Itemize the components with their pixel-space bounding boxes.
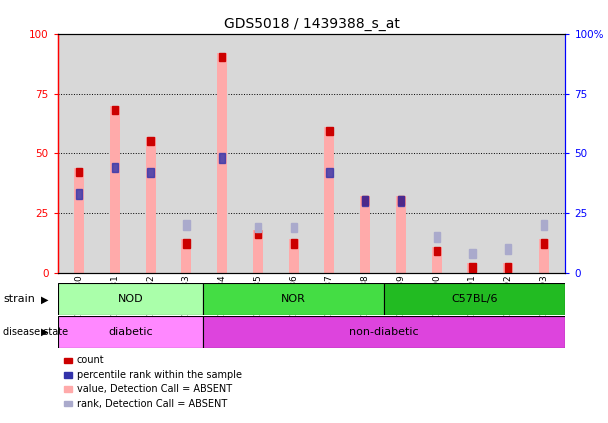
Bar bbox=[468, 263, 477, 273]
Bar bbox=[203, 283, 384, 315]
Bar bbox=[384, 283, 565, 315]
Text: percentile rank within the sample: percentile rank within the sample bbox=[77, 370, 241, 380]
Bar bbox=[362, 196, 368, 206]
Bar bbox=[58, 316, 203, 348]
Bar bbox=[76, 189, 83, 199]
Bar bbox=[434, 247, 440, 255]
Bar bbox=[325, 127, 334, 273]
Bar bbox=[181, 239, 192, 273]
Bar bbox=[396, 196, 406, 273]
Bar bbox=[469, 263, 475, 272]
Bar bbox=[74, 168, 85, 273]
Bar bbox=[203, 316, 565, 348]
Bar bbox=[110, 106, 120, 273]
Text: ▶: ▶ bbox=[41, 327, 49, 337]
Bar bbox=[58, 283, 203, 315]
Text: NOD: NOD bbox=[117, 294, 143, 304]
Bar bbox=[503, 263, 513, 273]
Text: count: count bbox=[77, 355, 104, 365]
Bar bbox=[291, 239, 297, 248]
Bar bbox=[291, 222, 297, 232]
Bar bbox=[146, 137, 156, 273]
Bar bbox=[255, 222, 261, 232]
Bar bbox=[183, 239, 190, 248]
Bar bbox=[541, 239, 547, 248]
Bar bbox=[398, 196, 404, 206]
Bar bbox=[219, 53, 226, 61]
Text: diabetic: diabetic bbox=[108, 327, 153, 337]
Text: strain: strain bbox=[3, 294, 35, 305]
Bar bbox=[505, 263, 511, 272]
Text: ▶: ▶ bbox=[41, 294, 49, 305]
Bar bbox=[219, 154, 226, 163]
Text: disease state: disease state bbox=[3, 327, 68, 337]
Title: GDS5018 / 1439388_s_at: GDS5018 / 1439388_s_at bbox=[224, 17, 399, 31]
Bar bbox=[362, 196, 368, 205]
Text: C57BL/6: C57BL/6 bbox=[452, 294, 498, 304]
Bar bbox=[76, 168, 83, 176]
Bar bbox=[255, 230, 261, 238]
Bar bbox=[148, 137, 154, 145]
Bar bbox=[183, 220, 190, 230]
Bar bbox=[469, 249, 475, 258]
Bar bbox=[326, 127, 333, 135]
Text: rank, Detection Call = ABSENT: rank, Detection Call = ABSENT bbox=[77, 398, 227, 409]
Bar bbox=[539, 239, 549, 273]
Bar bbox=[541, 220, 547, 230]
Text: non-diabetic: non-diabetic bbox=[350, 327, 419, 337]
Bar bbox=[505, 244, 511, 254]
Bar bbox=[148, 168, 154, 177]
Bar bbox=[432, 247, 442, 273]
Bar bbox=[360, 196, 370, 273]
Bar bbox=[434, 232, 440, 242]
Bar bbox=[112, 106, 118, 114]
Text: value, Detection Call = ABSENT: value, Detection Call = ABSENT bbox=[77, 384, 232, 394]
Bar bbox=[217, 53, 227, 273]
Bar bbox=[253, 230, 263, 273]
Text: NOR: NOR bbox=[281, 294, 306, 304]
Bar bbox=[289, 239, 299, 273]
Bar bbox=[326, 168, 333, 177]
Bar bbox=[112, 163, 118, 173]
Bar bbox=[398, 196, 404, 205]
